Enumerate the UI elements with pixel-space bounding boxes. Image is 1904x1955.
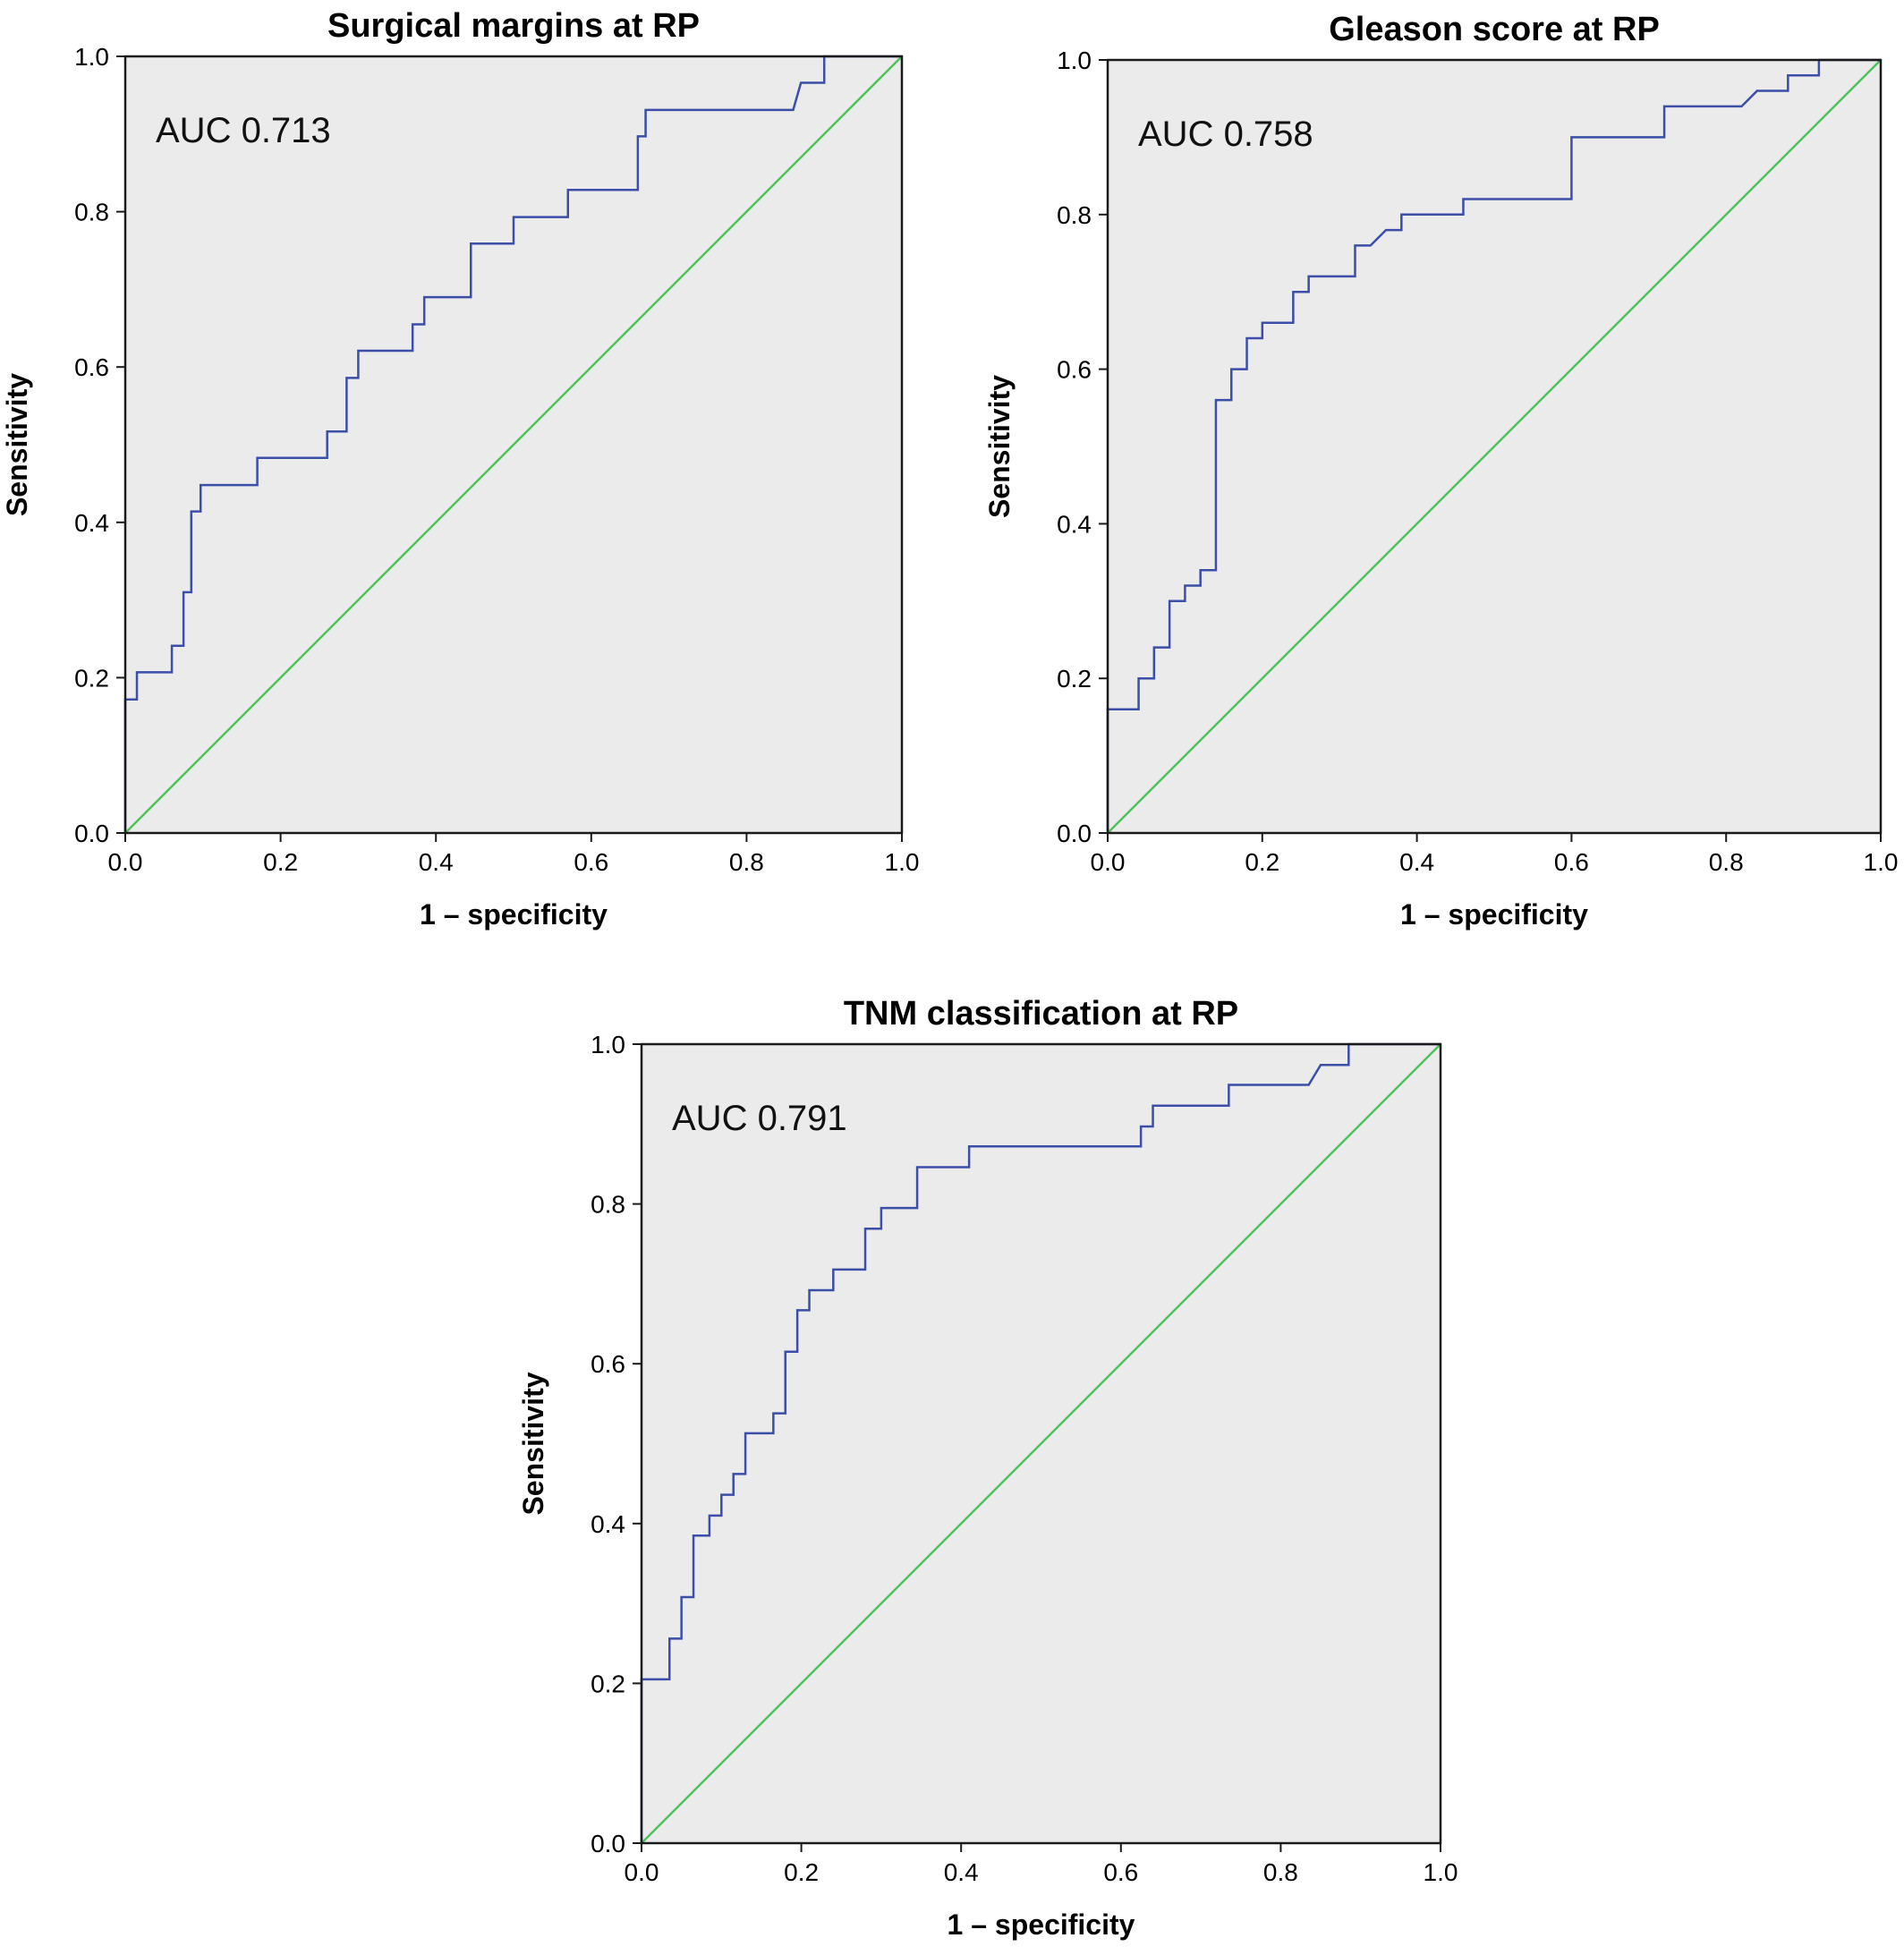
chart-3-y-axis-label: Sensitivity xyxy=(517,1372,549,1515)
chart-3-y-tick-label: 0.2 xyxy=(591,1670,625,1697)
chart-1: Surgical margins at RP 0.0 0.2 0.4 0.6 0.8 1.0… xyxy=(1,7,919,931)
chart-3-x-tick-label: 0.0 xyxy=(625,1858,659,1886)
chart-1-x-axis-label: 1 – specificity xyxy=(420,898,608,931)
chart-1-auc-label: AUC 0.713 xyxy=(156,111,331,150)
chart-3-y-tick-label: 1.0 xyxy=(591,1031,625,1058)
chart-3-frame xyxy=(640,1042,1442,1845)
chart-1-reference-line xyxy=(124,55,903,834)
chart-2-y-axis-label: Sensitivity xyxy=(983,375,1016,518)
chart-1-y-tick-label: 1.0 xyxy=(74,43,109,71)
chart-2-title: Gleason score at RP xyxy=(1329,11,1660,48)
chart-1-roc-curve xyxy=(123,55,902,833)
chart-1-x-tick-label: 0.0 xyxy=(108,848,143,876)
chart-3-roc-curve xyxy=(640,1042,1441,1843)
chart-3-x-tick-label: 1.0 xyxy=(1424,1858,1458,1886)
chart-2-x-axis-label: 1 – specificity xyxy=(1400,898,1588,931)
chart-1-y-tick-label: 0.4 xyxy=(74,509,109,537)
chart-1-title: Surgical margins at RP xyxy=(327,7,700,45)
chart-1-frame xyxy=(123,55,904,835)
chart-3-y-tick-label: 0.0 xyxy=(591,1830,625,1857)
chart-3-y-tick-label: 0.4 xyxy=(591,1510,625,1538)
chart-3-auc-label: AUC 0.791 xyxy=(672,1099,847,1138)
chart-1-x-tick-label: 0.6 xyxy=(574,848,608,876)
chart-2-x-tick-label: 0.6 xyxy=(1554,848,1589,876)
chart-3-title: TNM classification at RP xyxy=(844,995,1238,1033)
chart-3-reference-line xyxy=(641,1043,1441,1844)
chart-2-x-tick-label: 1.0 xyxy=(1864,848,1899,876)
chart-2-x-tick-label: 0.0 xyxy=(1091,848,1126,876)
chart-1-y-tick-label: 0.0 xyxy=(74,820,109,847)
chart-1-x-tick-label: 0.2 xyxy=(263,848,298,876)
chart-3-x-tick-label: 0.4 xyxy=(944,1858,979,1886)
chart-1-y-tick-label: 0.8 xyxy=(74,199,109,226)
chart-3-y-tick-label: 0.8 xyxy=(591,1191,625,1219)
chart-2-y-tick-label: 0.4 xyxy=(1057,510,1092,538)
chart-2-reference-line xyxy=(1107,59,1882,834)
chart-1-y-tick-label: 0.2 xyxy=(74,664,109,692)
chart-2-y-tick-label: 0.8 xyxy=(1057,201,1092,229)
chart-2-x-tick-label: 0.4 xyxy=(1399,848,1434,876)
chart-2-auc-label: AUC 0.758 xyxy=(1138,115,1313,154)
chart-2-y-tick-label: 0.0 xyxy=(1057,820,1092,847)
chart-2-y-tick-label: 1.0 xyxy=(1057,47,1092,74)
chart-2-y-tick-label: 0.6 xyxy=(1057,356,1092,384)
chart-3-x-axis-label: 1 – specificity xyxy=(948,1908,1135,1941)
chart-1-x-tick-label: 1.0 xyxy=(885,848,920,876)
chart-3-x-tick-label: 0.8 xyxy=(1263,1858,1298,1886)
chart-3-y-tick-label: 0.6 xyxy=(591,1350,625,1378)
chart-2-roc-curve xyxy=(1106,58,1881,833)
chart-3-x-tick-label: 0.2 xyxy=(784,1858,819,1886)
chart-1-x-tick-label: 0.8 xyxy=(729,848,764,876)
chart-2: Gleason score at RP 0.0 0.2 0.4 0.6 0.8 1.0 0.0… xyxy=(983,11,1898,931)
chart-1-y-tick-label: 0.6 xyxy=(74,353,109,381)
chart-3-x-tick-label: 0.6 xyxy=(1103,1858,1138,1886)
chart-2-y-tick-label: 0.2 xyxy=(1057,665,1092,693)
chart-1-y-axis-label: Sensitivity xyxy=(1,373,33,516)
chart-2-frame xyxy=(1106,58,1883,835)
chart-2-x-tick-label: 0.8 xyxy=(1709,848,1744,876)
chart-3: TNM classification at RP 0.0 0.2 0.4 0.6 0.8 1… xyxy=(517,995,1458,1941)
chart-2-x-tick-label: 0.2 xyxy=(1245,848,1279,876)
chart-1-x-tick-label: 0.4 xyxy=(419,848,454,876)
